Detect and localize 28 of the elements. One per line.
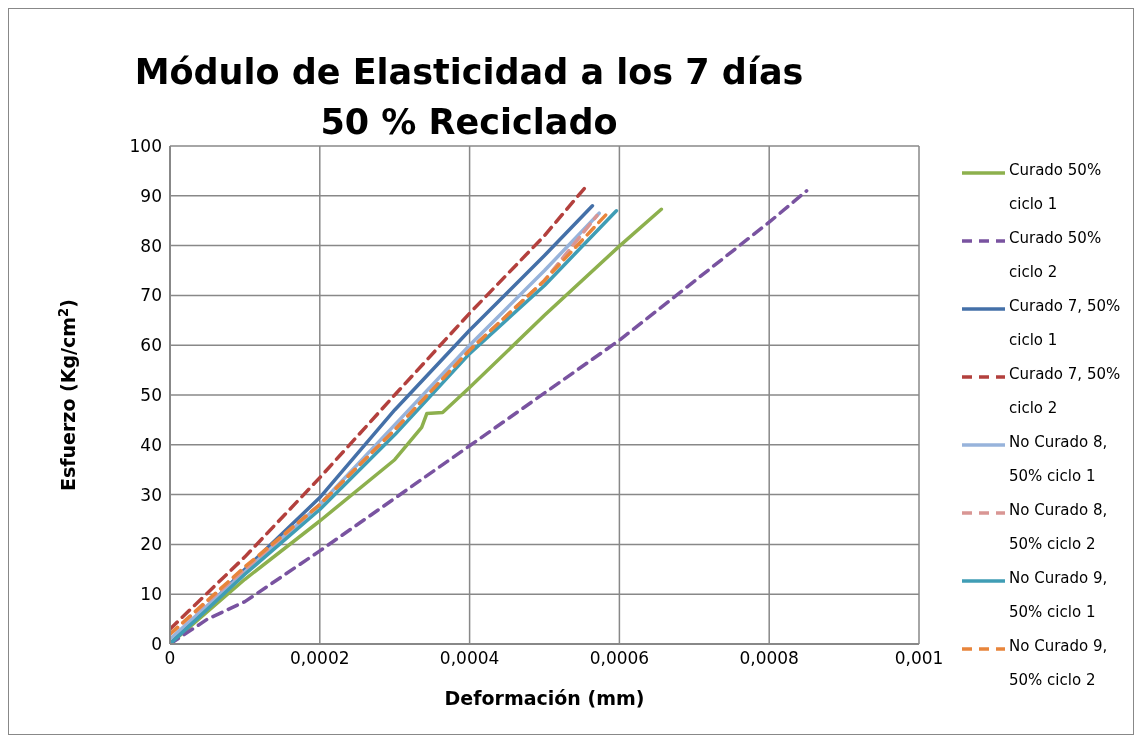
chart-title: Módulo de Elasticidad a los 7 días bbox=[133, 51, 805, 94]
legend-label: No Curado 9, 50% ciclo 1 bbox=[1009, 568, 1109, 623]
y-tick-label: 10 bbox=[140, 584, 162, 605]
y-tick-label: 60 bbox=[140, 335, 162, 356]
y-tick-label: 30 bbox=[140, 484, 162, 505]
legend-label: No Curado 9, 50% ciclo 2 bbox=[1009, 636, 1109, 691]
y-tick-label: 80 bbox=[140, 235, 162, 256]
y-tick-label: 50 bbox=[140, 385, 162, 406]
y-tick-label: 90 bbox=[140, 185, 162, 206]
x-tick-label: 0,0006 bbox=[589, 648, 650, 669]
legend-label: Curado 7, 50% ciclo 1 bbox=[1009, 296, 1122, 351]
chart-subtitle: 50 % Reciclado bbox=[320, 102, 618, 142]
x-tick-label: 0 bbox=[164, 648, 176, 669]
y-tick-label: 20 bbox=[140, 534, 162, 555]
y-tick-label: 70 bbox=[140, 285, 162, 306]
x-tick-label: 0,0008 bbox=[739, 648, 799, 669]
legend-label: Curado 50% ciclo 1 bbox=[1009, 160, 1103, 215]
y-tick-label: 40 bbox=[140, 434, 162, 455]
legend-label: No Curado 8, 50% ciclo 2 bbox=[1009, 500, 1109, 555]
legend-label: Curado 50% ciclo 2 bbox=[1009, 228, 1103, 283]
legend-label: Curado 7, 50% ciclo 2 bbox=[1009, 364, 1122, 419]
legend-label: No Curado 8, 50% ciclo 1 bbox=[1009, 432, 1109, 487]
x-tick-label: 0,0004 bbox=[439, 648, 500, 669]
x-axis-title: Deformación (mm) bbox=[444, 687, 645, 710]
x-tick-label: 0,0002 bbox=[290, 648, 350, 669]
x-tick-label: 0,001 bbox=[894, 648, 944, 669]
y-tick-label: 100 bbox=[129, 136, 162, 157]
y-tick-label: 0 bbox=[151, 634, 162, 655]
